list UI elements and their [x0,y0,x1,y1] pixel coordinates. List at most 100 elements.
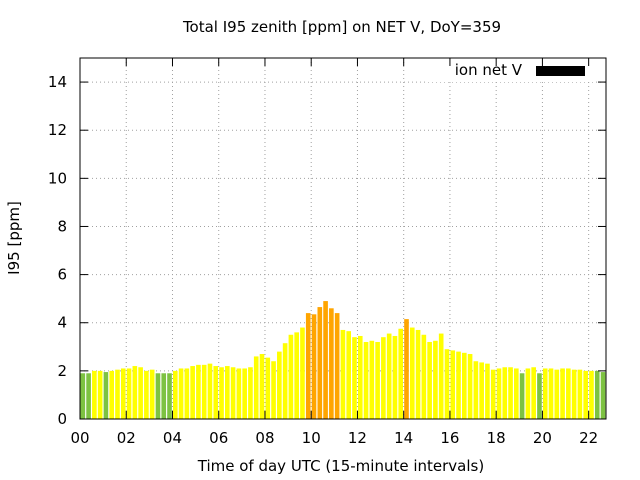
bar [467,354,473,419]
bar [271,361,276,419]
bar [219,367,224,419]
bar [548,368,554,419]
y-tick-label: 0 [57,410,67,428]
bar [184,368,190,419]
bar [577,369,583,419]
bar [566,368,571,419]
bar [323,301,328,419]
bar [392,335,398,419]
bar [485,363,490,419]
bar [86,373,91,419]
x-tick-label: 04 [163,429,182,447]
bar [537,373,542,419]
bar [554,369,560,419]
y-axis-label: I95 [ppm] [5,201,23,275]
bar [97,370,103,419]
bar [120,368,126,419]
plot-border [79,57,607,420]
x-tick-label: 06 [209,429,228,447]
bar [404,319,409,419]
x-tick-label: 08 [255,429,274,447]
y-tick-label: 14 [48,73,67,91]
x-tick-labels: 00 02 04 06 08 10 12 14 16 18 20 22 [70,429,598,447]
bar [225,366,230,419]
bar [317,307,323,419]
x-tick-label: 16 [440,429,459,447]
x-tick-label: 22 [579,429,598,447]
bar [207,363,213,419]
bar [340,329,346,419]
bar [583,370,589,419]
x-tick-label: 14 [394,429,413,447]
bar [531,367,536,419]
bar [242,368,247,419]
bar [253,356,259,419]
x-axis-label: Time of day UTC (15-minute intervals) [197,457,484,475]
bar [172,370,178,419]
bar [438,333,444,419]
bar [190,366,195,419]
bar [329,308,334,419]
x-tick-label: 02 [117,429,136,447]
bar [80,373,86,419]
legend-swatch [536,66,585,76]
bar [479,362,484,419]
bar [265,357,271,419]
bar [398,328,404,419]
bar [236,368,242,419]
x-tick-label: 20 [533,429,552,447]
bar [375,341,380,419]
bar [594,370,600,419]
bar [490,369,496,419]
bar [161,373,167,419]
bar [427,341,432,419]
bar [381,337,386,419]
bar [103,372,109,419]
bar [259,354,265,419]
bars [80,301,606,419]
bar [502,367,508,419]
y-tick-label: 12 [48,121,67,139]
bar [444,349,450,419]
bar [155,373,161,419]
bar [167,373,172,419]
y-tick-label: 2 [57,362,67,380]
bar [138,367,143,419]
bar [300,327,305,419]
y-tick-label: 4 [57,314,67,332]
bar [311,314,317,419]
x-tick-label: 00 [70,429,89,447]
chart-title: Total I95 zenith [ppm] on NET V, DoY=359 [182,18,501,36]
x-tick-label: 18 [487,429,506,447]
bar [600,372,606,419]
bar [589,370,594,419]
bar [386,333,392,419]
bar [201,364,207,419]
bar [514,368,519,419]
bar [92,370,97,419]
bar [196,364,201,419]
bar [213,366,219,419]
bar [305,313,311,419]
bar [421,334,427,419]
bar [519,373,525,419]
x-tick-label: 12 [348,429,367,447]
x-tick-label: 10 [302,429,321,447]
bar [288,334,294,419]
bar [369,340,375,419]
legend-label: ion net V [455,61,523,79]
y-tick-label: 10 [48,169,67,187]
y-tick-labels: 0 2 4 6 8 10 12 14 [48,73,67,428]
bar [433,340,438,419]
bar [461,352,467,419]
bar [248,367,253,419]
bar [144,370,149,419]
bar [132,366,138,419]
axis-ticks [79,58,606,420]
bar [149,369,155,419]
bar [508,367,513,419]
bar [525,368,531,419]
bar [473,361,479,419]
bar [294,332,299,419]
